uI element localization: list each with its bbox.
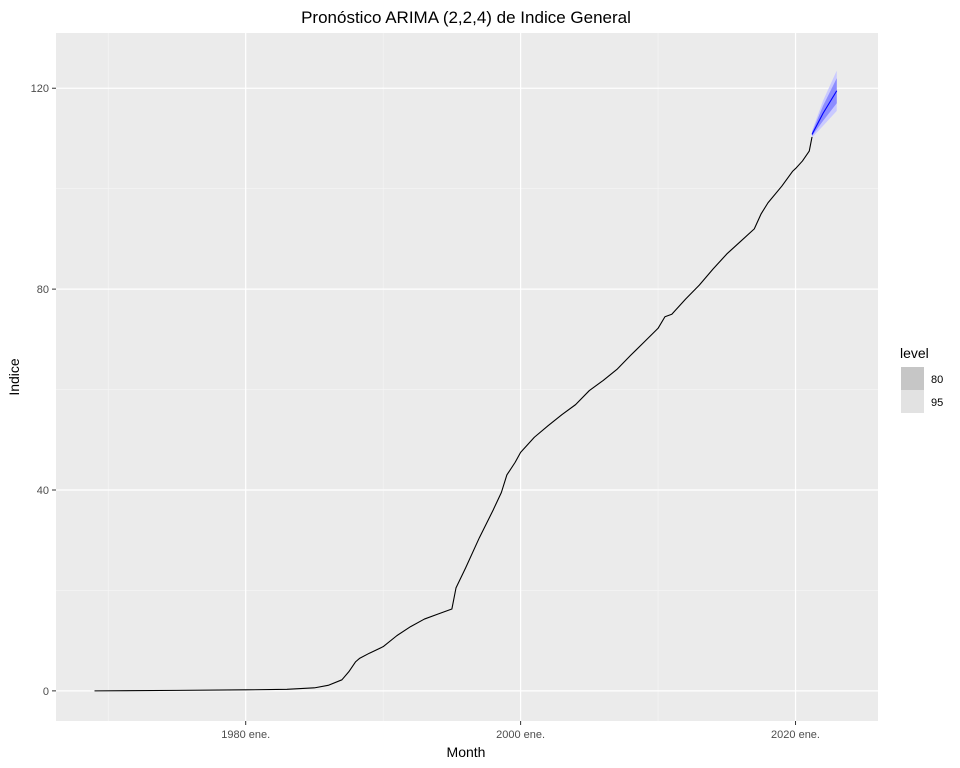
y-axis-ticks: 0 40 80 120 bbox=[31, 83, 56, 698]
legend-label-80: 80 bbox=[931, 374, 943, 386]
plot-panel bbox=[56, 33, 878, 721]
y-tick-label: 120 bbox=[31, 83, 49, 95]
y-tick-label: 80 bbox=[37, 284, 49, 296]
x-tick-label: 1980 ene. bbox=[221, 729, 270, 741]
y-tick-label: 40 bbox=[37, 485, 49, 497]
y-tick-label: 0 bbox=[43, 686, 49, 698]
x-axis-title: Month bbox=[447, 744, 486, 760]
series-line-observed bbox=[94, 136, 813, 692]
major-gridlines bbox=[56, 33, 878, 721]
legend-title: level bbox=[900, 345, 929, 361]
series-line-forecast bbox=[811, 90, 838, 135]
chart-title: Pronóstico ARIMA (2,2,4) de Indice Gener… bbox=[301, 8, 631, 27]
x-axis-ticks: 1980 ene. 2000 ene. 2020 ene. bbox=[221, 721, 820, 741]
legend: level 80 95 bbox=[900, 345, 943, 413]
x-tick-label: 2000 ene. bbox=[496, 729, 545, 741]
legend-label-95: 95 bbox=[931, 397, 943, 409]
legend-key-95 bbox=[901, 390, 924, 413]
y-axis-title: Indice bbox=[6, 358, 22, 396]
series-lines bbox=[94, 90, 838, 692]
x-tick-label: 2020 ene. bbox=[771, 729, 820, 741]
legend-key-80 bbox=[901, 367, 924, 390]
minor-gridlines bbox=[56, 33, 878, 721]
